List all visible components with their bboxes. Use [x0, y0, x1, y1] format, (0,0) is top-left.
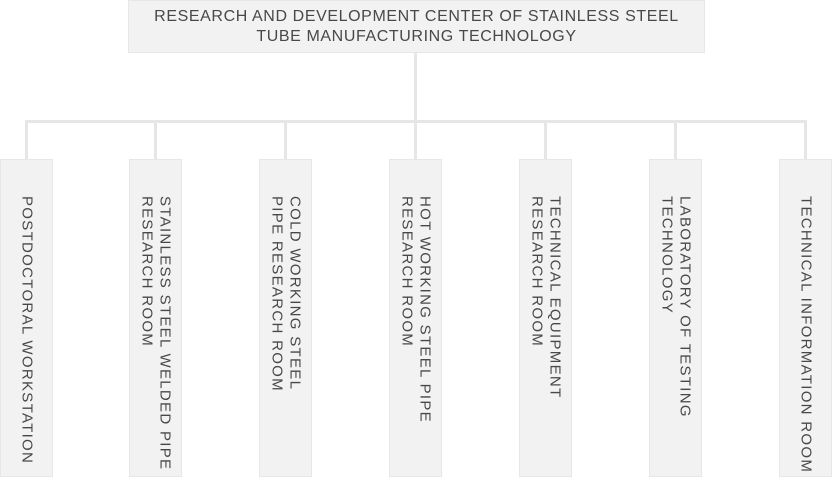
- connector-stub: [544, 120, 547, 160]
- dept-label: POSTDOCTORAL WORKSTATION: [18, 196, 36, 465]
- connector-stub: [154, 120, 157, 160]
- dept-box-hot-working-steel-pipe: HOT WORKING STEEL PIPE RESEARCH ROOM: [389, 159, 442, 477]
- root-title: RESEARCH AND DEVELOPMENT CENTER OF STAIN…: [154, 8, 679, 45]
- dept-box-cold-working-steel-pipe: COLD WORKING STEEL PIPE RESEARCH ROOM: [259, 159, 312, 477]
- connector-stem: [414, 53, 417, 120]
- dept-label: HOT WORKING STEEL PIPE RESEARCH ROOM: [398, 196, 434, 423]
- dept-label: COLD WORKING STEEL PIPE RESEARCH ROOM: [268, 196, 304, 392]
- connector-stub: [284, 120, 287, 160]
- dept-box-postdoctoral-workstation: POSTDOCTORAL WORKSTATION: [0, 159, 53, 477]
- dept-label: STAINLESS STEEL WELDED PIPE RESEARCH ROO…: [138, 196, 174, 471]
- dept-box-technical-information: TECHNICAL INFORMATION ROOM: [779, 159, 832, 477]
- dept-label: LABORATORY OF TESTING TECHNOLOGY: [658, 196, 694, 418]
- dept-box-laboratory-of-testing: LABORATORY OF TESTING TECHNOLOGY: [649, 159, 702, 477]
- dept-box-technical-equipment: TECHNICAL EQUIPMENT RESEARCH ROOM: [519, 159, 572, 477]
- connector-stub: [25, 120, 28, 160]
- root-box: RESEARCH AND DEVELOPMENT CENTER OF STAIN…: [128, 0, 705, 53]
- dept-label: TECHNICAL EQUIPMENT RESEARCH ROOM: [528, 196, 564, 399]
- dept-box-stainless-steel-welded-pipe: STAINLESS STEEL WELDED PIPE RESEARCH ROO…: [129, 159, 182, 477]
- connector-stub: [674, 120, 677, 160]
- connector-stub: [804, 120, 807, 160]
- dept-label: TECHNICAL INFORMATION ROOM: [797, 196, 815, 474]
- connector-stub: [414, 120, 417, 160]
